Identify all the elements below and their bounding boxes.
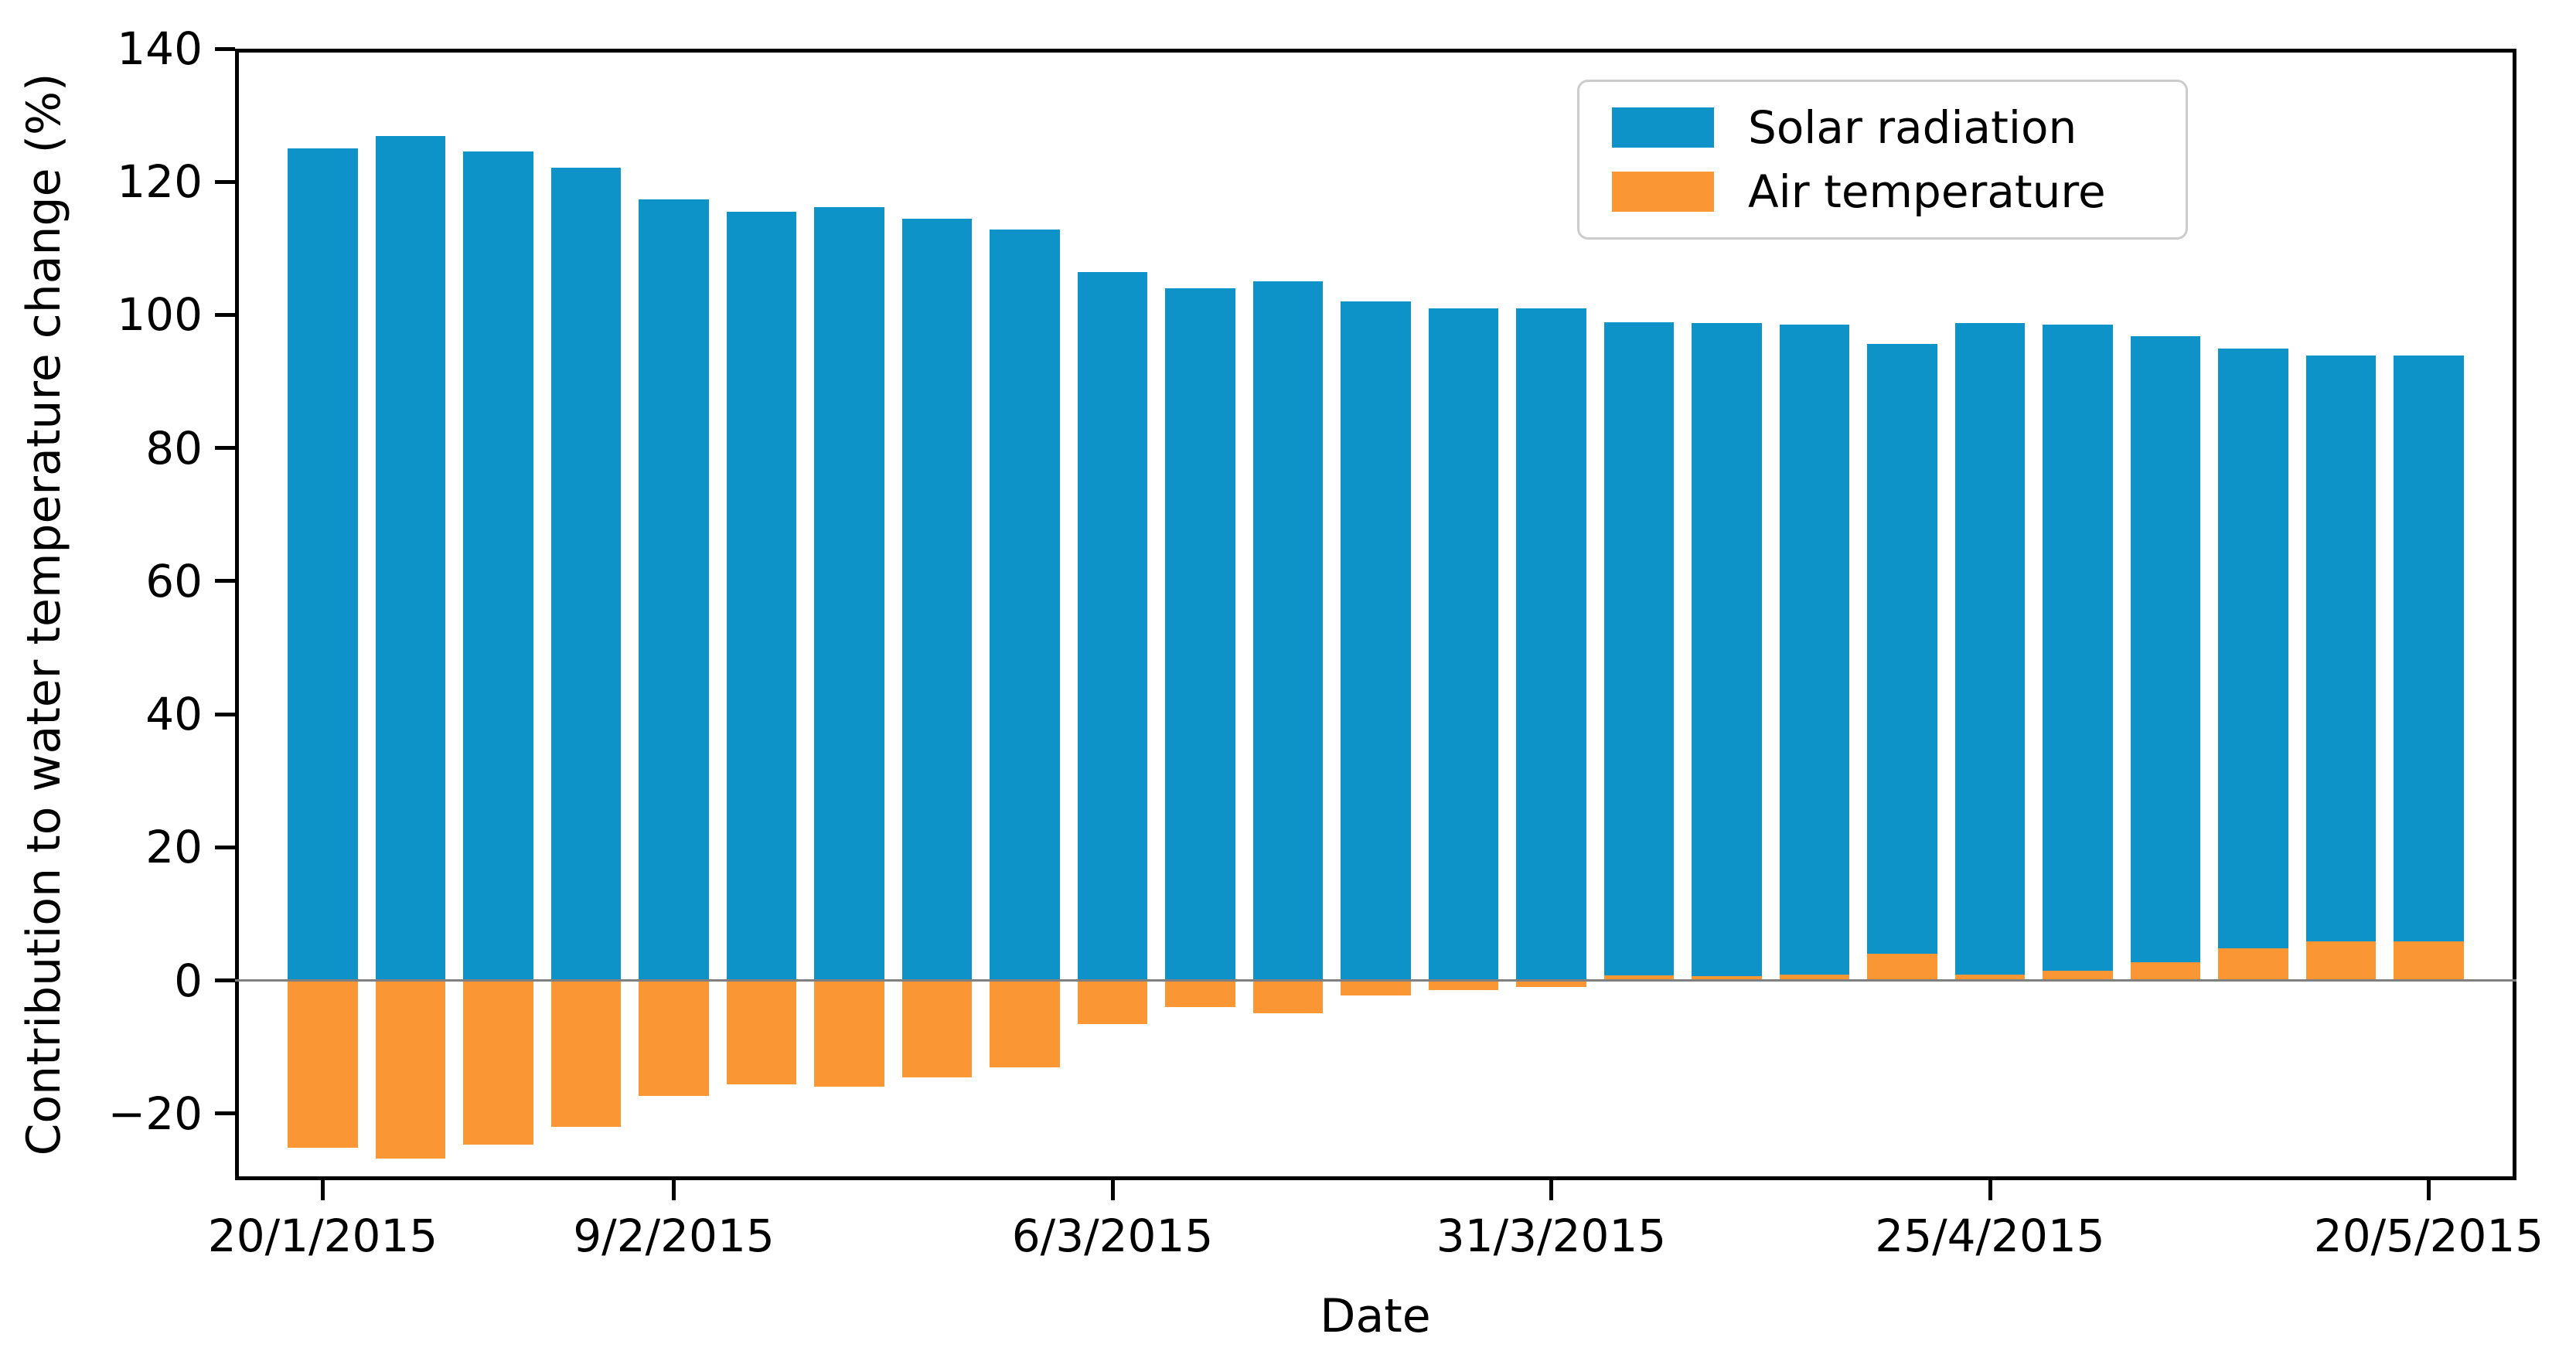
legend-label-solar-radiation: Solar radiation: [1748, 101, 2077, 154]
bar-air-temperature: [2130, 961, 2201, 981]
bar-solar-radiation: [1341, 301, 1411, 981]
bar-solar-radiation: [1954, 322, 2026, 981]
bar-air-temperature: [2394, 941, 2464, 981]
bar-air-temperature: [990, 980, 1060, 1067]
bar-air-temperature: [1954, 974, 2026, 981]
bar-air-temperature: [1252, 980, 1324, 1013]
y-tick-label: 60: [145, 554, 203, 607]
bar-air-temperature: [814, 980, 884, 1087]
bar-solar-radiation: [2305, 356, 2377, 981]
x-tick-label: 20/5/2015: [2313, 1210, 2544, 1262]
solar-radiation-swatch-icon: [1612, 107, 1714, 148]
y-tick-label: 120: [117, 155, 203, 209]
bar-solar-radiation: [990, 230, 1060, 981]
bar-air-temperature: [1603, 975, 1675, 981]
bar-air-temperature: [288, 980, 358, 1148]
x-tick-mark: [1110, 1180, 1115, 1200]
y-tick-label: 140: [117, 22, 203, 75]
bar-solar-radiation: [726, 211, 797, 981]
bar-air-temperature: [2043, 970, 2113, 981]
y-tick-mark: [215, 46, 235, 51]
bar-solar-radiation: [1165, 288, 1235, 981]
bar-solar-radiation: [1428, 308, 1499, 981]
bar-air-temperature: [1692, 975, 1762, 981]
x-tick-mark: [1988, 1180, 1992, 1200]
bar-air-temperature: [901, 980, 973, 1078]
y-tick-mark: [215, 1111, 235, 1116]
bar-solar-radiation: [1516, 308, 1586, 981]
bar-solar-radiation: [814, 206, 884, 981]
x-tick-label: 6/3/2015: [1011, 1210, 1214, 1262]
legend-item-solar-radiation: Solar radiation: [1579, 103, 2186, 152]
x-tick-mark: [2427, 1180, 2431, 1200]
y-tick-label: 0: [174, 954, 203, 1007]
zero-gridline: [235, 979, 2516, 982]
y-tick-label: 100: [117, 288, 203, 342]
bar-solar-radiation: [2394, 356, 2464, 981]
x-tick-mark: [321, 1180, 325, 1200]
bar-air-temperature: [2218, 948, 2288, 981]
x-tick-mark: [1549, 1180, 1553, 1200]
air-temperature-swatch-icon: [1612, 172, 1714, 212]
bar-solar-radiation: [639, 199, 709, 981]
bar-air-temperature: [726, 980, 797, 1084]
bar-air-temperature: [639, 980, 709, 1097]
bar-air-temperature: [1077, 980, 1148, 1025]
y-tick-mark: [215, 446, 235, 451]
legend: Solar radiation Air temperature: [1577, 80, 2188, 240]
bar-air-temperature: [463, 980, 533, 1145]
x-tick-mark: [672, 1180, 676, 1200]
bar-air-temperature: [1867, 954, 1937, 981]
y-tick-label: 20: [145, 821, 203, 874]
y-tick-label: 80: [145, 421, 203, 475]
x-tick-label: 9/2/2015: [573, 1210, 775, 1262]
y-tick-mark: [215, 312, 235, 317]
y-tick-mark: [215, 978, 235, 983]
bar-solar-radiation: [1692, 322, 1762, 981]
bar-solar-radiation: [463, 151, 533, 981]
bar-air-temperature: [1341, 980, 1411, 995]
bar-solar-radiation: [1779, 324, 1850, 981]
y-tick-mark: [215, 845, 235, 849]
y-tick-label: 40: [145, 688, 203, 741]
x-tick-label: 31/3/2015: [1436, 1210, 1667, 1262]
bar-air-temperature: [1428, 980, 1499, 990]
y-tick-mark: [215, 179, 235, 184]
x-tick-label: 25/4/2015: [1875, 1210, 2105, 1262]
x-tick-label: 20/1/2015: [207, 1210, 438, 1262]
bar-solar-radiation: [2130, 336, 2201, 981]
y-tick-label: −20: [107, 1087, 203, 1140]
bar-air-temperature: [1779, 974, 1850, 981]
bar-air-temperature: [2305, 941, 2377, 981]
bar-solar-radiation: [288, 148, 358, 981]
bar-air-temperature: [375, 980, 446, 1159]
legend-item-air-temperature: Air temperature: [1579, 167, 2186, 216]
bar-solar-radiation: [1867, 343, 1937, 981]
y-tick-mark: [215, 712, 235, 716]
bar-air-temperature: [1516, 980, 1586, 988]
bar-solar-radiation: [901, 218, 973, 981]
bar-solar-radiation: [1077, 272, 1148, 981]
y-tick-mark: [215, 579, 235, 584]
bar-solar-radiation: [1603, 322, 1675, 981]
bar-air-temperature: [1165, 980, 1235, 1008]
bar-solar-radiation: [2218, 348, 2288, 981]
bar-solar-radiation: [550, 168, 622, 981]
x-axis-title: Date: [1320, 1289, 1431, 1343]
bar-solar-radiation: [375, 135, 446, 981]
bar-solar-radiation: [1252, 281, 1324, 981]
legend-label-air-temperature: Air temperature: [1748, 165, 2106, 218]
bar-air-temperature: [550, 980, 622, 1128]
bar-solar-radiation: [2043, 324, 2113, 981]
